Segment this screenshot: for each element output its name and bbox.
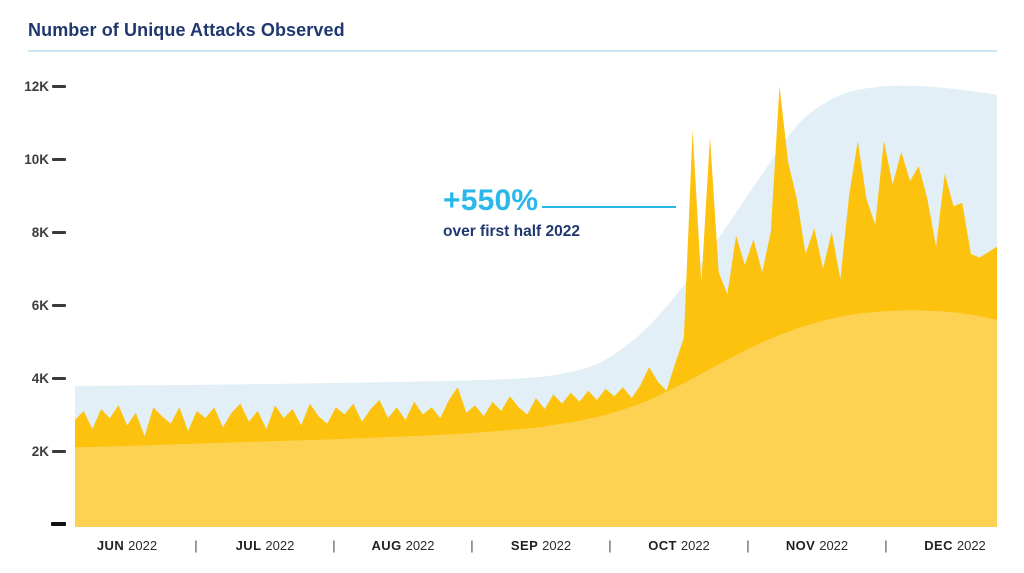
growth-annotation: +550% over first half 2022 xyxy=(443,184,676,241)
month-year: 2022 xyxy=(405,538,435,553)
month-name: NOV xyxy=(785,538,816,553)
month-year: 2022 xyxy=(956,538,986,553)
y-tick-label: 4K xyxy=(31,370,49,386)
x-axis-label-nov: NOV 2022 xyxy=(786,538,848,553)
y-axis-tick-0 xyxy=(48,516,66,532)
y-axis: 12K 10K 8K 6K 4K 2K xyxy=(0,0,72,573)
month-name: SEP xyxy=(510,538,539,553)
y-tick-label: 8K xyxy=(31,224,49,240)
y-tick-mark xyxy=(51,522,66,526)
x-axis-label-dec: DEC 2022 xyxy=(924,538,986,553)
y-tick-label: 12K xyxy=(24,78,49,94)
month-name: OCT xyxy=(648,538,677,553)
y-tick-mark xyxy=(52,157,66,161)
smoothed-baseline-area xyxy=(75,310,997,527)
y-axis-tick-6K: 6K xyxy=(32,297,66,313)
y-tick-label: 6K xyxy=(31,297,49,313)
x-axis-label-oct: OCT 2022 xyxy=(648,538,710,553)
y-axis-tick-8K: 8K xyxy=(32,224,66,240)
page-title: Number of Unique Attacks Observed xyxy=(28,20,345,40)
x-axis-label-aug: AUG 2022 xyxy=(371,538,434,553)
y-tick-mark xyxy=(52,230,66,234)
y-tick-mark xyxy=(52,84,66,88)
annotation-callout-line xyxy=(542,206,676,208)
x-axis-separator: | xyxy=(470,538,474,553)
y-axis-tick-4K: 4K xyxy=(32,370,66,386)
y-axis-tick-12K: 12K xyxy=(24,78,66,94)
x-axis-label-sep: SEP 2022 xyxy=(511,538,571,553)
growth-annotation-headline: +550% xyxy=(443,184,539,217)
month-name: JUN xyxy=(96,538,125,553)
month-name: AUG xyxy=(371,538,402,553)
y-axis-tick-10K: 10K xyxy=(24,151,66,167)
month-year: 2022 xyxy=(265,538,295,553)
x-axis-separator: | xyxy=(332,538,336,553)
title-underline-rule xyxy=(28,50,997,52)
month-year: 2022 xyxy=(819,538,849,553)
x-axis-separator: | xyxy=(746,538,750,553)
month-name: JUL xyxy=(235,538,262,553)
x-axis-separator: | xyxy=(608,538,612,553)
x-axis-label-jul: JUL 2022 xyxy=(236,538,295,553)
y-tick-label: 2K xyxy=(31,443,49,459)
x-axis-separator: | xyxy=(884,538,888,553)
y-tick-mark xyxy=(52,449,66,453)
month-year: 2022 xyxy=(128,538,158,553)
y-axis-tick-2K: 2K xyxy=(32,443,66,459)
x-axis: JUN 2022 | JUL 2022 | AUG 2022 | SEP 2022 | OCT 2022 |… xyxy=(0,538,1024,558)
x-axis-label-jun: JUN 2022 xyxy=(97,538,157,553)
y-tick-label: 10K xyxy=(24,151,49,167)
month-year: 2022 xyxy=(680,538,710,553)
y-tick-mark xyxy=(52,303,66,307)
month-year: 2022 xyxy=(542,538,572,553)
attacks-area-chart xyxy=(75,85,997,527)
y-tick-mark xyxy=(52,376,66,380)
month-name: DEC xyxy=(924,538,953,553)
x-axis-separator: | xyxy=(194,538,198,553)
growth-annotation-subtext: over first half 2022 xyxy=(443,223,580,240)
